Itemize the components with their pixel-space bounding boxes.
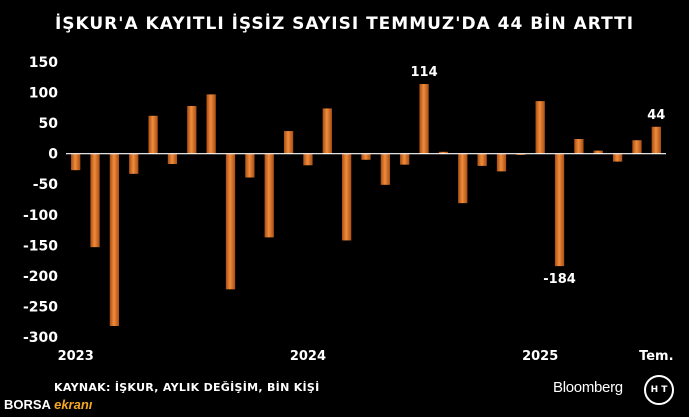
y-tick-label: -100 (23, 208, 58, 224)
bar (342, 154, 351, 241)
y-tick-label: 150 (29, 55, 58, 71)
y-tick-label: -150 (23, 238, 58, 254)
x-tick-label: 2025 (522, 349, 558, 364)
borsa-ekrani-logo: BORSA ekranı (4, 397, 92, 412)
bar (71, 154, 80, 171)
bar (323, 108, 332, 153)
bar (555, 154, 564, 266)
bar (613, 154, 622, 162)
y-tick-label: -200 (23, 269, 58, 285)
bar (226, 154, 235, 290)
bar (110, 154, 119, 326)
x-tick-label: 2024 (290, 349, 326, 364)
data-label: -184 (543, 272, 576, 287)
bar (168, 154, 177, 164)
bar (284, 131, 293, 154)
bar (536, 101, 545, 154)
ekrani-text: ekranı (54, 397, 92, 412)
bar (632, 140, 641, 153)
bar (207, 94, 216, 153)
bar (419, 84, 428, 154)
bloomberg-logo: Bloomberg (553, 379, 623, 396)
ht-logo-icon: H T (644, 375, 674, 405)
bar (361, 154, 370, 160)
data-label: 44 (647, 108, 665, 123)
x-tick-label: 2023 (58, 349, 94, 364)
y-tick-label: 0 (48, 147, 58, 163)
bars (71, 84, 661, 326)
borsa-text: BORSA (4, 397, 50, 412)
y-tick-label: 100 (29, 86, 58, 102)
bar (652, 127, 661, 154)
bar (90, 154, 99, 248)
y-tick-label: 50 (39, 116, 59, 132)
data-label: 114 (410, 65, 437, 80)
y-tick-label: -50 (33, 177, 59, 193)
y-tick-label: -250 (23, 299, 58, 315)
bar (303, 154, 312, 166)
bar (265, 154, 274, 238)
bar (458, 154, 467, 204)
bar (574, 139, 583, 154)
bar (400, 154, 409, 165)
bar (245, 154, 254, 178)
bar (148, 116, 157, 154)
y-tick-label: -300 (23, 330, 58, 346)
source-note: KAYNAK: İŞKUR, AYLIK DEĞİŞİM, BİN KİŞİ (54, 381, 320, 394)
y-axis: 150 100 50 0 -50 -100 -150 -200 -250 -300 (23, 55, 58, 346)
bar (381, 154, 390, 185)
bar (477, 154, 486, 166)
x-axis: 2023 2024 2025 Tem. (58, 349, 674, 364)
bar (187, 106, 196, 154)
annotations: 114 -184 44 (410, 65, 665, 287)
bar (497, 154, 506, 172)
bar (129, 154, 138, 174)
x-tick-label: Tem. (639, 349, 673, 364)
